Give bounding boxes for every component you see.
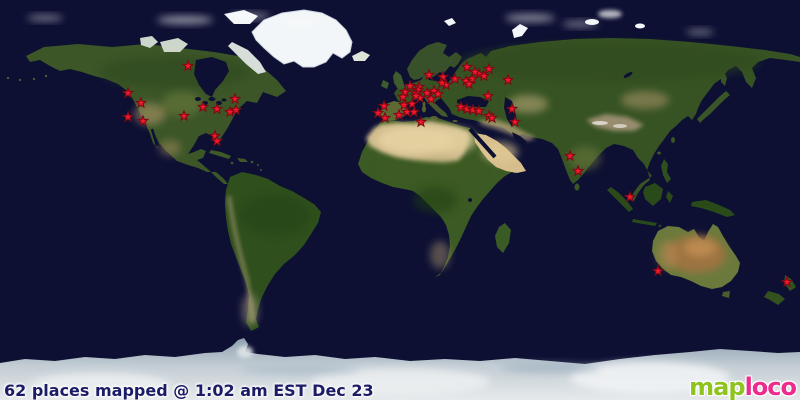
novaya-zemlya: [512, 24, 528, 38]
svalbard: [444, 18, 456, 26]
tasmania: [722, 291, 730, 298]
baffin-island: [228, 42, 266, 74]
maploco-logo[interactable]: maploco: [689, 373, 797, 400]
red-sea: [468, 127, 497, 159]
places-mapped-caption: 62 places mapped @ 1:02 am EST Dec 23: [4, 381, 374, 400]
ireland: [381, 80, 389, 89]
great-britain: [393, 71, 405, 89]
logo-text-map: map: [689, 373, 745, 400]
gulf-of-california: [150, 128, 159, 147]
clouds: [27, 10, 714, 35]
hudson-bay: [194, 57, 229, 97]
sumatra: [607, 187, 633, 212]
black-sea: [457, 96, 489, 107]
cuba: [209, 150, 231, 159]
madagascar: [495, 223, 511, 253]
new-zealand-south: [764, 291, 785, 305]
inland-seas: [150, 57, 633, 202]
borneo: [643, 183, 663, 206]
japan: [697, 91, 730, 123]
logo-text-loco: loco: [744, 373, 797, 400]
new-guinea: [691, 200, 735, 217]
philippines: [661, 159, 671, 183]
java: [632, 219, 657, 226]
iceland: [352, 51, 370, 61]
polar-ice: [0, 9, 800, 400]
terrain-overlays: [100, 42, 760, 326]
sulawesi: [666, 191, 673, 203]
greenland: [251, 9, 353, 68]
victoria-island: [160, 38, 188, 52]
persian-gulf: [512, 132, 527, 145]
